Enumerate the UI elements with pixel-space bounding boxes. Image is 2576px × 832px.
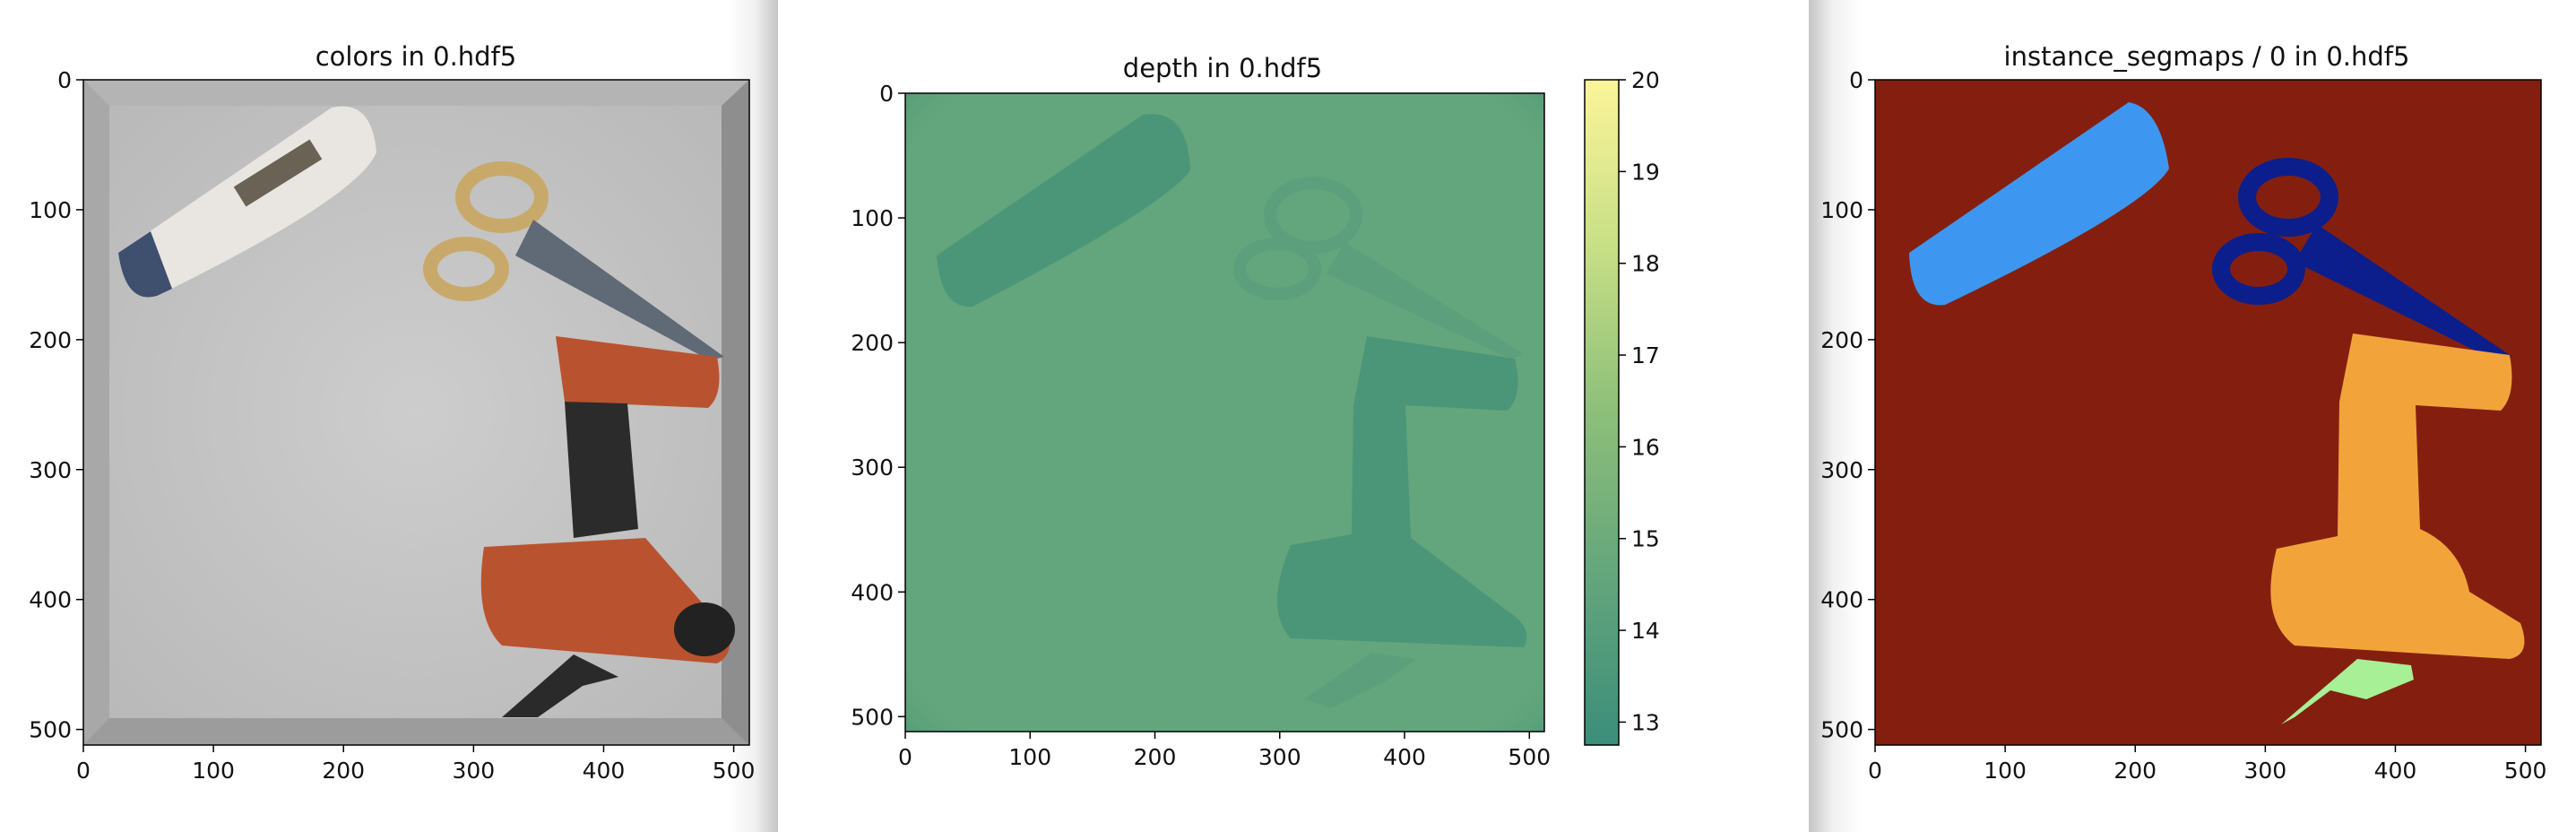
scissor-handle-1	[455, 161, 549, 233]
segment-scissors	[2212, 158, 2512, 362]
colors-panel: colors in 0.hdf5 0 100 200 300 400 500 0 100 20…	[29, 41, 755, 784]
colorbar-tick-label: 16	[1631, 434, 1660, 460]
colorbar-tick-label: 19	[1631, 159, 1660, 185]
y-tick-label: 100	[851, 205, 894, 231]
y-tick-label: 200	[851, 330, 894, 356]
segment-scissor-blade	[2295, 224, 2512, 362]
segment-clamp	[2281, 659, 2414, 724]
x-tick-label: 200	[2114, 758, 2157, 784]
x-axis: 0 100 200 300 400 500	[76, 745, 755, 784]
x-tick-label: 100	[1984, 758, 2027, 784]
segmap-panel: instance_segmaps / 0 in 0.hdf5 0 100 200 30…	[1820, 41, 2546, 784]
colorbar-frame	[1584, 79, 1620, 746]
drill-body	[480, 538, 730, 663]
y-tick-label: 500	[1820, 717, 1863, 743]
x-tick-label: 0	[898, 744, 912, 770]
depth-image	[905, 93, 1544, 732]
drill-top	[556, 336, 720, 408]
colorbar-ticks: 13 14 15 16 17 18 19 20	[1619, 67, 1660, 735]
x-tick-label: 100	[192, 758, 235, 784]
colorbar-gradient	[1585, 80, 1619, 745]
bottle-cap	[118, 231, 172, 298]
axes-frame	[82, 79, 750, 746]
y-tick-label: 300	[1820, 457, 1863, 483]
y-tick-label: 400	[851, 579, 894, 605]
colorbar-tick-label: 20	[1631, 67, 1660, 93]
x-tick-label: 500	[2504, 758, 2547, 784]
x-tick-label: 400	[2374, 758, 2417, 784]
x-axis: 0 100 200 300 400 500	[1868, 745, 2546, 784]
depth-scissor-handle	[1233, 238, 1321, 300]
x-axis: 0 100 200 300 400 500	[898, 732, 1551, 770]
x-tick-label: 500	[1508, 744, 1551, 770]
x-tick-label: 400	[1383, 744, 1426, 770]
x-tick-label: 200	[1134, 744, 1177, 770]
gutter-shade-right	[1809, 0, 1861, 832]
clamp	[502, 654, 618, 717]
x-tick-label: 0	[76, 758, 91, 784]
y-tick-label: 0	[879, 81, 894, 107]
depth-bottle	[937, 114, 1190, 308]
depth-scissor-handle	[1264, 177, 1362, 254]
colorbar-tick-label: 15	[1631, 526, 1660, 552]
y-axis: 0 100 200 300 400 500	[29, 67, 83, 743]
y-tick-label: 100	[29, 197, 72, 223]
x-tick-label: 400	[583, 758, 626, 784]
scissor-blade	[515, 220, 724, 360]
y-tick-label: 200	[1820, 327, 1863, 353]
panel-title: instance_segmaps / 0 in 0.hdf5	[2004, 41, 2410, 72]
colorbar-tick-label: 18	[1631, 251, 1660, 277]
depth-clamp	[1304, 653, 1416, 708]
drill-grip	[565, 402, 638, 538]
scissor-handle-2	[423, 237, 509, 301]
segment-scissor-handle	[2238, 158, 2338, 237]
y-tick-label: 500	[29, 717, 72, 743]
segmap-image	[1875, 80, 2541, 745]
x-tick-label: 200	[322, 758, 365, 784]
colorbar: 13 14 15 16 17 18 19 20	[1584, 67, 1660, 746]
rgb-image	[83, 80, 749, 745]
depth-panel: depth in 0.hdf5 0 100 200 300 400 500 0100200…	[851, 53, 1660, 770]
segment-scissor-handle	[2212, 233, 2305, 305]
y-tick-label: 400	[29, 587, 72, 613]
box-wall-top	[83, 80, 749, 106]
y-axis: 0 100 200 300 400 500	[851, 81, 905, 730]
box-wall-left	[83, 80, 109, 745]
y-tick-label: 200	[29, 327, 72, 353]
y-tick-label: 100	[1820, 197, 1863, 223]
panel-title: colors in 0.hdf5	[316, 41, 517, 72]
axes-frame	[1874, 79, 2542, 746]
y-tick-label: 0	[1849, 67, 1863, 93]
panel-title: depth in 0.hdf5	[1123, 53, 1322, 83]
x-tick-label: 100	[1008, 744, 1051, 770]
depth-drill	[1277, 336, 1527, 647]
bottle-label	[233, 139, 323, 207]
axes-frame	[904, 92, 1545, 732]
drill-chuck	[674, 602, 735, 656]
colorbar-tick-label: 13	[1631, 709, 1660, 735]
y-tick-label: 400	[1820, 587, 1863, 613]
box-wall-right	[722, 80, 749, 745]
x-tick-label: 500	[713, 758, 756, 784]
y-tick-label: 500	[851, 704, 894, 730]
y-tick-label: 300	[29, 457, 72, 483]
x-tick-label: 300	[2243, 758, 2286, 784]
y-tick-label: 0	[57, 67, 72, 93]
segment-drill	[2270, 334, 2525, 659]
colorbar-tick-label: 14	[1631, 618, 1660, 644]
x-tick-label: 0	[1868, 758, 1882, 784]
colorbar-tick-label: 17	[1631, 342, 1660, 368]
depth-scissor-blade	[1327, 242, 1524, 359]
y-axis: 0 100 200 300 400 500	[1820, 67, 1875, 743]
x-tick-label: 300	[452, 758, 495, 784]
segment-bottle	[1909, 102, 2169, 306]
x-tick-label: 300	[1258, 744, 1301, 770]
y-tick-label: 300	[851, 455, 894, 481]
